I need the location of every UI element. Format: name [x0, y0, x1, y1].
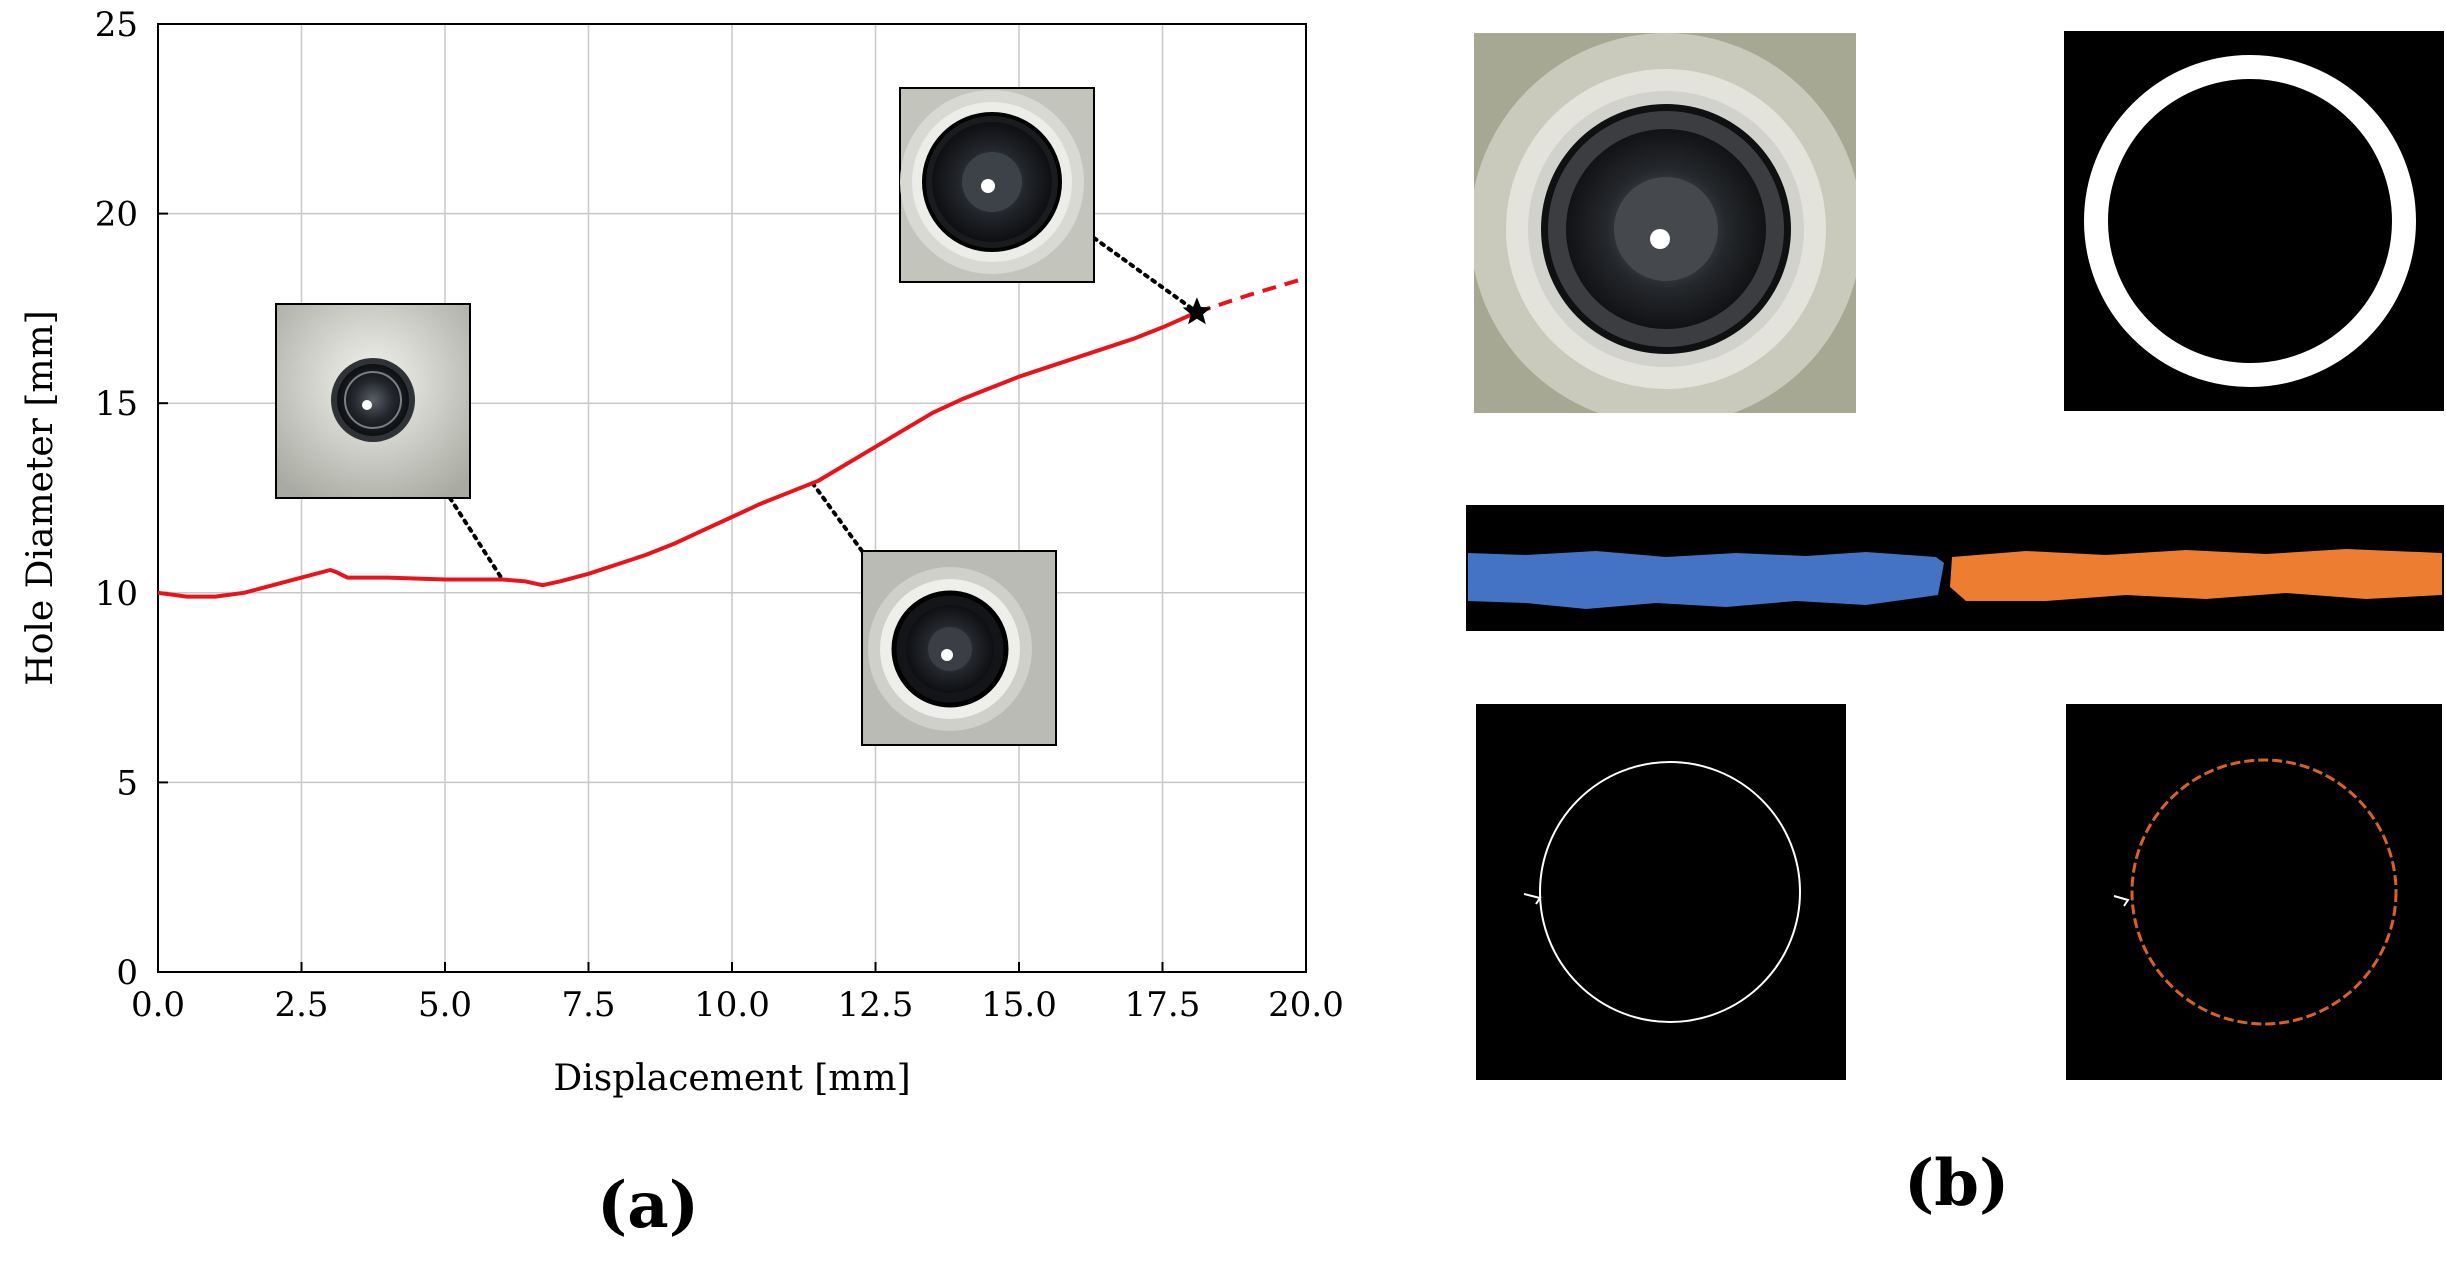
x-tick-label: 10.0 — [694, 985, 770, 1025]
hole-photo — [1474, 33, 1856, 413]
x-tick-label: 7.5 — [561, 985, 615, 1025]
y-tick-label: 0 — [116, 953, 138, 993]
hole-diameter-chart: 0.0 2.5 5.0 7.5 10.0 12.5 15.0 17.5 20.0 0 5 10 15 20… — [20, 5, 1344, 1099]
leader-inset-early — [448, 496, 505, 582]
y-tick-label: 5 — [116, 763, 138, 803]
colored-edge-contour — [2066, 704, 2442, 1080]
x-tick-label: 2.5 — [274, 985, 328, 1025]
orange-segment — [1950, 549, 2442, 601]
axis-ticks: 0.0 2.5 5.0 7.5 10.0 12.5 15.0 17.5 20.0 0 5 10 15 20… — [95, 5, 1344, 1025]
leader-inset-mid — [810, 480, 864, 553]
series-line-solid — [157, 310, 1198, 599]
edge-contour — [1476, 704, 1846, 1080]
x-tick-label: 20.0 — [1268, 985, 1344, 1025]
y-tick-label: 20 — [95, 195, 138, 235]
binary-ring-mask — [2064, 31, 2444, 411]
y-tick-label: 25 — [95, 5, 138, 45]
inset-leader-lines — [448, 236, 1199, 582]
y-tick-label: 10 — [95, 574, 138, 614]
star-marker — [1182, 297, 1212, 325]
star-marker-shape — [1182, 297, 1212, 325]
x-tick-label: 0.0 — [131, 985, 185, 1025]
panel-label-a: (a) — [597, 1168, 700, 1243]
inset-early — [275, 303, 471, 499]
series-lines — [157, 276, 1307, 599]
blue-segment — [1468, 551, 1944, 609]
x-tick-label: 17.5 — [1125, 985, 1201, 1025]
y-tick-label: 15 — [95, 384, 138, 424]
x-tick-label: 15.0 — [981, 985, 1057, 1025]
x-tick-label: 5.0 — [418, 985, 472, 1025]
y-axis-label: Hole Diameter [mm] — [20, 310, 61, 685]
x-axis-label: Displacement [mm] — [553, 1058, 910, 1099]
x-tick-label: 12.5 — [838, 985, 914, 1025]
series-line-dashed — [1196, 276, 1307, 315]
panel-label-b: (b) — [1904, 1146, 2010, 1221]
unwrapped-ring-segments — [1466, 505, 2444, 631]
inset-late — [899, 87, 1095, 283]
leader-inset-late — [1092, 236, 1199, 315]
inset-mid — [861, 550, 1057, 746]
